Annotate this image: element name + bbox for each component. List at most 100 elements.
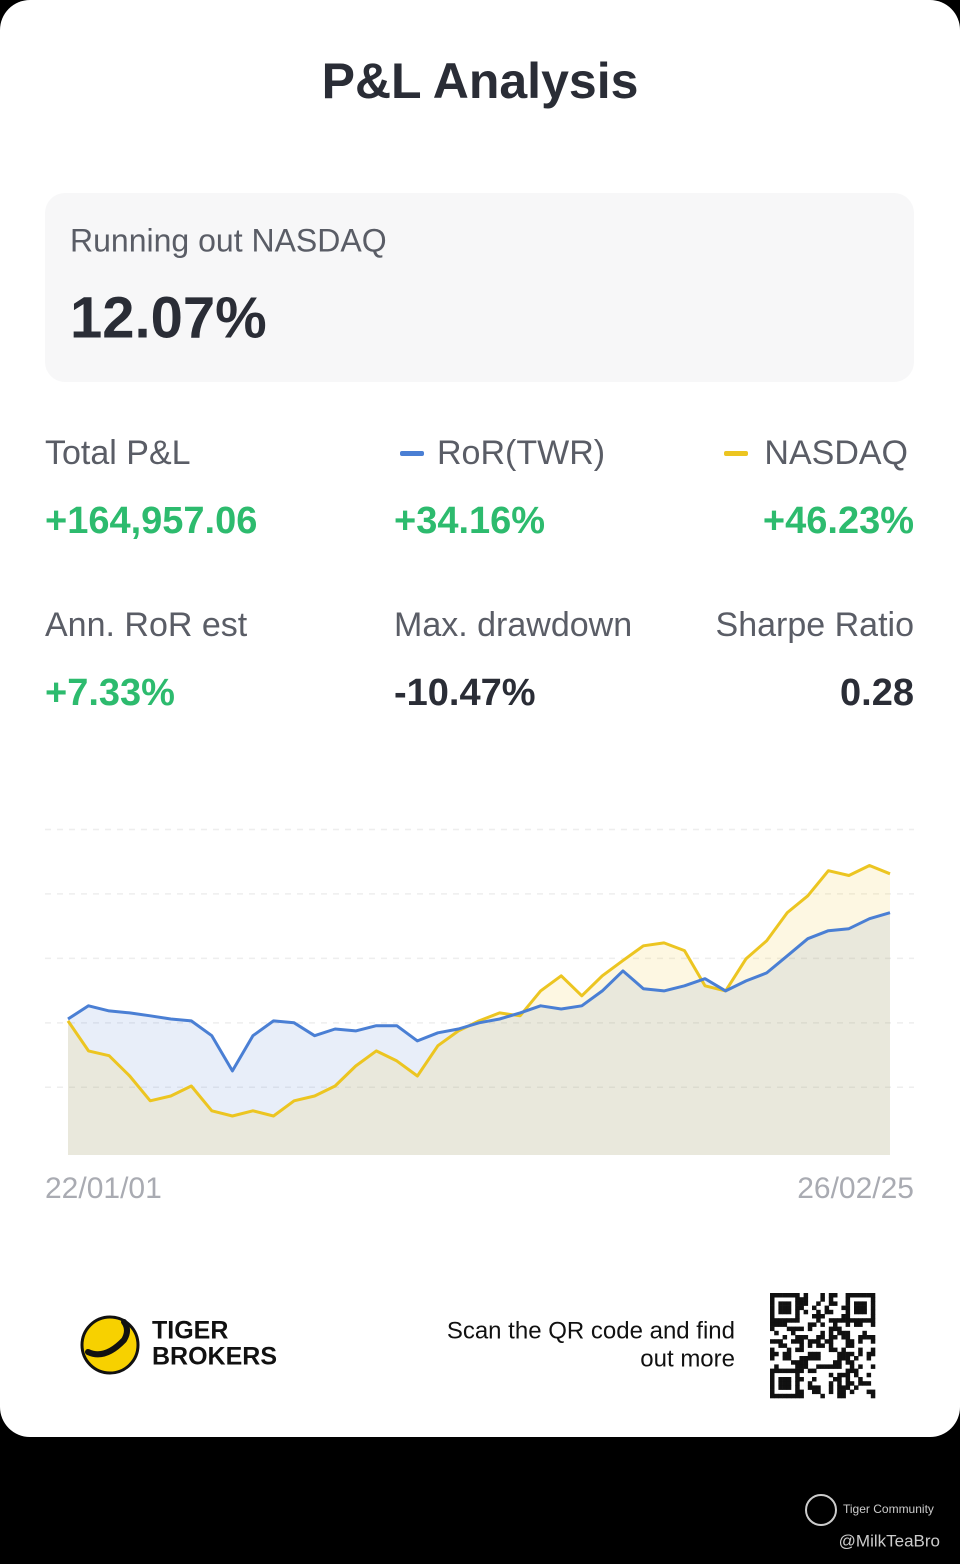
series-area: [68, 912, 890, 1155]
qr-module: [820, 1364, 825, 1369]
qr-module: [770, 1293, 775, 1298]
logo-mark: [85, 1319, 130, 1358]
qr-module: [862, 1335, 867, 1340]
qr-module: [803, 1364, 809, 1369]
qr-module: [845, 1360, 851, 1365]
qr-module: [778, 1377, 783, 1382]
series-area: [68, 865, 890, 1155]
legend-swatch: [724, 451, 748, 456]
qr-module: [849, 1293, 855, 1298]
qr-module: [795, 1347, 800, 1353]
qr-module: [841, 1389, 846, 1395]
qr-module: [833, 1347, 838, 1353]
qr-module: [786, 1356, 792, 1361]
qr-module: [862, 1381, 867, 1386]
qr-module: [845, 1351, 851, 1357]
qr-module: [795, 1339, 800, 1344]
qr-module: [791, 1293, 796, 1298]
qr-module: [845, 1381, 851, 1386]
qr-module: [807, 1343, 813, 1348]
qr-module: [799, 1347, 804, 1353]
qr-module: [841, 1351, 846, 1357]
qr-module: [828, 1335, 834, 1340]
qr-module: [786, 1377, 792, 1382]
qr-module: [845, 1314, 851, 1319]
qr-module: [862, 1318, 867, 1323]
qr-module: [845, 1322, 851, 1327]
qr-module: [799, 1305, 804, 1311]
stat-value: 0.28: [840, 672, 914, 714]
qr-module: [782, 1335, 788, 1340]
qr-module: [782, 1368, 788, 1374]
qr-module: [795, 1389, 800, 1395]
qr-module: [866, 1389, 872, 1395]
qr-module: [795, 1377, 800, 1382]
qr-module: [786, 1393, 792, 1399]
brand-text: TIGER: [152, 1317, 228, 1345]
qr-module: [837, 1360, 842, 1365]
qr-module: [828, 1343, 834, 1348]
qr-module: [870, 1339, 876, 1344]
qr-module: [782, 1305, 788, 1311]
scan-text: Scan the QR code and find: [447, 1317, 735, 1344]
qr-module: [862, 1305, 867, 1311]
qr-module: [854, 1385, 859, 1390]
qr-module: [812, 1339, 817, 1344]
qr-module: [807, 1381, 813, 1386]
qr-module: [845, 1330, 851, 1336]
scan-text: out more: [640, 1345, 735, 1372]
qr-module: [786, 1385, 792, 1390]
qr-module: [807, 1322, 813, 1327]
qr-module: [866, 1293, 872, 1298]
qr-module: [812, 1377, 817, 1382]
qr-module: [799, 1301, 804, 1306]
qr-module: [845, 1293, 851, 1298]
qr-module: [770, 1297, 775, 1302]
qr-module: [837, 1393, 842, 1399]
qr-module: [866, 1318, 872, 1323]
qr-module: [828, 1318, 834, 1323]
qr-module: [854, 1356, 859, 1361]
legend-label: RoR(TWR): [437, 434, 605, 472]
qr-module: [816, 1314, 821, 1319]
qr-module: [849, 1368, 855, 1374]
qr-module: [854, 1318, 859, 1323]
qr-module: [866, 1372, 872, 1378]
brand-text: BROKERS: [152, 1343, 277, 1371]
x-tick-label: 26/02/25: [797, 1172, 914, 1205]
qr-module: [795, 1318, 800, 1323]
qr-module: [774, 1339, 779, 1344]
qr-module: [770, 1351, 775, 1357]
qr-module: [862, 1293, 867, 1298]
qr-module: [849, 1364, 855, 1369]
qr-module: [799, 1389, 804, 1395]
qr-module: [778, 1309, 783, 1315]
qr-module: [786, 1347, 792, 1353]
qr-module: [828, 1389, 834, 1395]
qr-module: [870, 1305, 876, 1311]
qr-module: [778, 1322, 783, 1327]
qr-module: [778, 1381, 783, 1386]
qr-module: [795, 1305, 800, 1311]
qr-module: [799, 1368, 804, 1374]
qr-module: [812, 1368, 817, 1374]
qr-module: [858, 1318, 863, 1323]
qr-module: [791, 1318, 796, 1323]
summary-value: 12.07%: [70, 285, 267, 350]
qr-module: [795, 1368, 800, 1374]
qr-module: [795, 1293, 800, 1298]
qr-module: [782, 1301, 788, 1306]
qr-module: [866, 1351, 872, 1357]
qr-module: [858, 1339, 863, 1344]
qr-module: [786, 1301, 792, 1306]
qr-module: [803, 1301, 809, 1306]
qr-module: [786, 1351, 792, 1357]
qr-module: [828, 1364, 834, 1369]
qr-module: [799, 1356, 804, 1361]
qr-module: [833, 1377, 838, 1382]
qr-module: [803, 1360, 809, 1365]
qr-code: [770, 1293, 876, 1399]
qr-module: [782, 1393, 788, 1399]
qr-module: [862, 1301, 867, 1306]
qr-module: [858, 1364, 863, 1369]
